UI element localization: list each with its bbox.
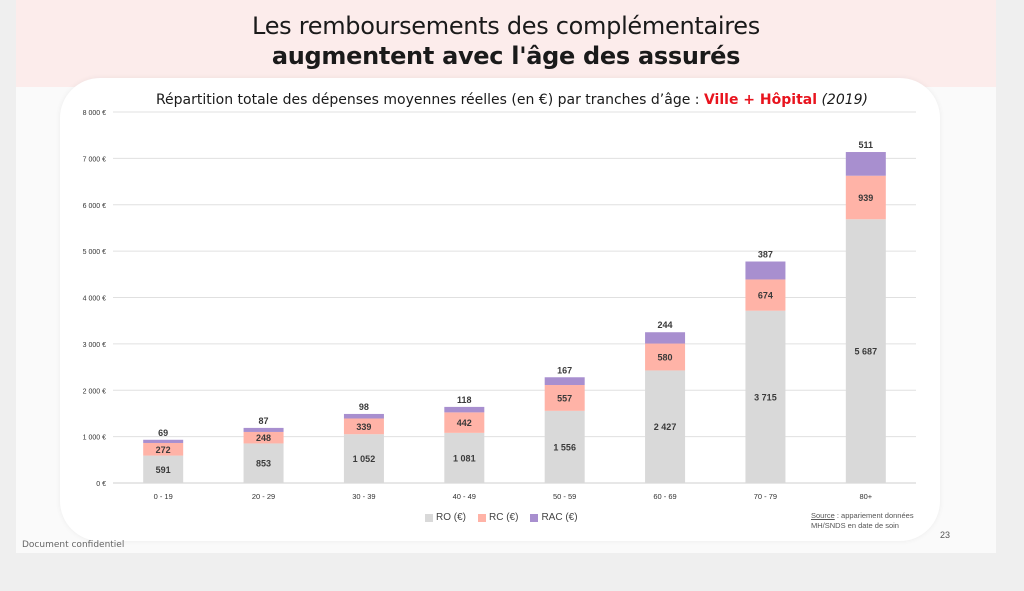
bar-segment-rac — [845, 152, 886, 176]
bar-segment-rac — [444, 406, 485, 413]
x-tick-label: 40 - 49 — [453, 492, 476, 501]
bar-segment-rc — [444, 412, 485, 433]
data-label-rac: 167 — [557, 365, 572, 375]
y-tick-label: 5 000 € — [83, 249, 106, 256]
data-label-rc: 939 — [858, 193, 873, 203]
y-tick-label: 4 000 € — [83, 296, 106, 303]
x-tick-label: 30 - 39 — [352, 492, 375, 501]
data-label-rac: 118 — [457, 395, 472, 405]
data-label-rc: 674 — [758, 291, 773, 301]
bar-segment-rac — [343, 413, 384, 419]
slide: Les remboursements des complémentaires a… — [16, 0, 996, 553]
chart-card — [60, 78, 940, 541]
bar-segment-ro — [444, 432, 485, 483]
data-label-ro: 3 715 — [754, 392, 777, 402]
data-label-ro: 1 081 — [453, 453, 476, 463]
legend-swatch-ro — [425, 513, 433, 522]
data-label-rc: 580 — [658, 352, 673, 362]
data-label-rac: 69 — [158, 428, 168, 438]
bar-segment-rc — [143, 442, 184, 456]
bar-segment-rac — [143, 439, 184, 443]
bar-segment-rc — [645, 343, 686, 371]
x-tick-label: 60 - 69 — [653, 492, 676, 501]
bar-segment-rac — [243, 427, 284, 432]
slide-title-line1: Les remboursements des complémentaires — [252, 12, 760, 40]
bar-segment-ro — [544, 410, 585, 483]
bar-segment-rc — [343, 418, 384, 435]
chart-title-main: Répartition totale des dépenses moyennes… — [155, 92, 704, 108]
legend-label-ro: RO (€) — [436, 512, 466, 523]
source-line1: : appariement données — [834, 511, 914, 520]
data-label-rac: 511 — [859, 140, 874, 150]
data-label-rc: 272 — [156, 445, 171, 455]
source-line2: MH/SNDS en date de soin — [811, 521, 899, 530]
x-tick-label: 80+ — [859, 492, 872, 501]
legend-item-rc: RC (€) — [478, 512, 518, 523]
data-label-ro: 591 — [156, 465, 171, 475]
data-label-rac: 98 — [359, 402, 369, 412]
x-tick-label: 0 - 19 — [154, 492, 173, 501]
bar-segment-rc — [745, 279, 786, 311]
x-tick-label: 70 - 79 — [754, 492, 777, 501]
y-tick-label: 7 000 € — [83, 156, 106, 163]
data-label-rc: 339 — [356, 422, 371, 432]
legend-label-rc: RC (€) — [489, 512, 519, 523]
data-label-rc: 248 — [256, 433, 271, 443]
data-label-ro: 1 556 — [553, 442, 576, 452]
bar-segment-ro — [845, 219, 886, 483]
y-tick-label: 1 000 € — [83, 435, 106, 442]
bar-segment-rc — [243, 431, 284, 444]
data-label-rac: 244 — [658, 320, 673, 330]
bar-segment-rac — [544, 377, 585, 386]
y-tick-label: 3 000 € — [83, 342, 106, 349]
chart-title-highlight: Ville + Hôpital — [703, 92, 818, 108]
bar-segment-rc — [845, 175, 886, 220]
data-label-rac: 387 — [758, 250, 773, 260]
data-label-ro: 2 427 — [654, 422, 677, 432]
footer-note: Document confidentiel — [22, 540, 125, 550]
data-label-ro: 5 687 — [855, 347, 878, 357]
source-label: Source — [811, 511, 835, 520]
y-tick-label: 0 € — [96, 481, 106, 488]
legend-item-ro: RO (€) — [425, 512, 466, 523]
bar-segment-ro — [645, 370, 686, 483]
legend: RO (€) RC (€) RAC (€) — [425, 512, 578, 523]
data-label-rac: 87 — [259, 416, 269, 426]
bar-segment-rac — [745, 261, 786, 280]
y-tick-label: 2 000 € — [83, 388, 106, 395]
bar-segment-ro — [243, 443, 284, 483]
bar-segment-rc — [544, 385, 585, 411]
y-tick-label: 8 000 € — [83, 110, 106, 117]
slide-title-line2: augmentent avec l'âge des assurés — [271, 42, 741, 70]
page-number: 23 — [940, 530, 951, 540]
source-note: Source : appariement données MH/SNDS en … — [811, 511, 914, 531]
data-label-ro: 853 — [256, 459, 271, 469]
x-tick-label: 20 - 29 — [252, 492, 275, 501]
legend-swatch-rc — [478, 513, 486, 522]
bar-segment-rac — [645, 332, 686, 344]
x-tick-label: 50 - 59 — [553, 492, 576, 501]
bar-segment-ro — [745, 310, 786, 483]
chart-title-year: (2019) — [821, 92, 869, 108]
legend-label-rac: RAC (€) — [541, 512, 578, 523]
legend-swatch-rac — [530, 513, 539, 522]
bar-segment-ro — [343, 434, 384, 483]
bar-segment-ro — [143, 455, 184, 483]
y-tick-label: 6 000 € — [83, 203, 106, 210]
chart-title: Répartition totale des dépenses moyennes… — [0, 92, 1024, 108]
legend-item-rac: RAC (€) — [530, 512, 578, 523]
data-label-rc: 442 — [457, 418, 472, 428]
data-label-ro: 1 052 — [353, 454, 376, 464]
data-label-rc: 557 — [557, 393, 572, 403]
header-band: Les remboursements des complémentaires a… — [16, 0, 996, 87]
